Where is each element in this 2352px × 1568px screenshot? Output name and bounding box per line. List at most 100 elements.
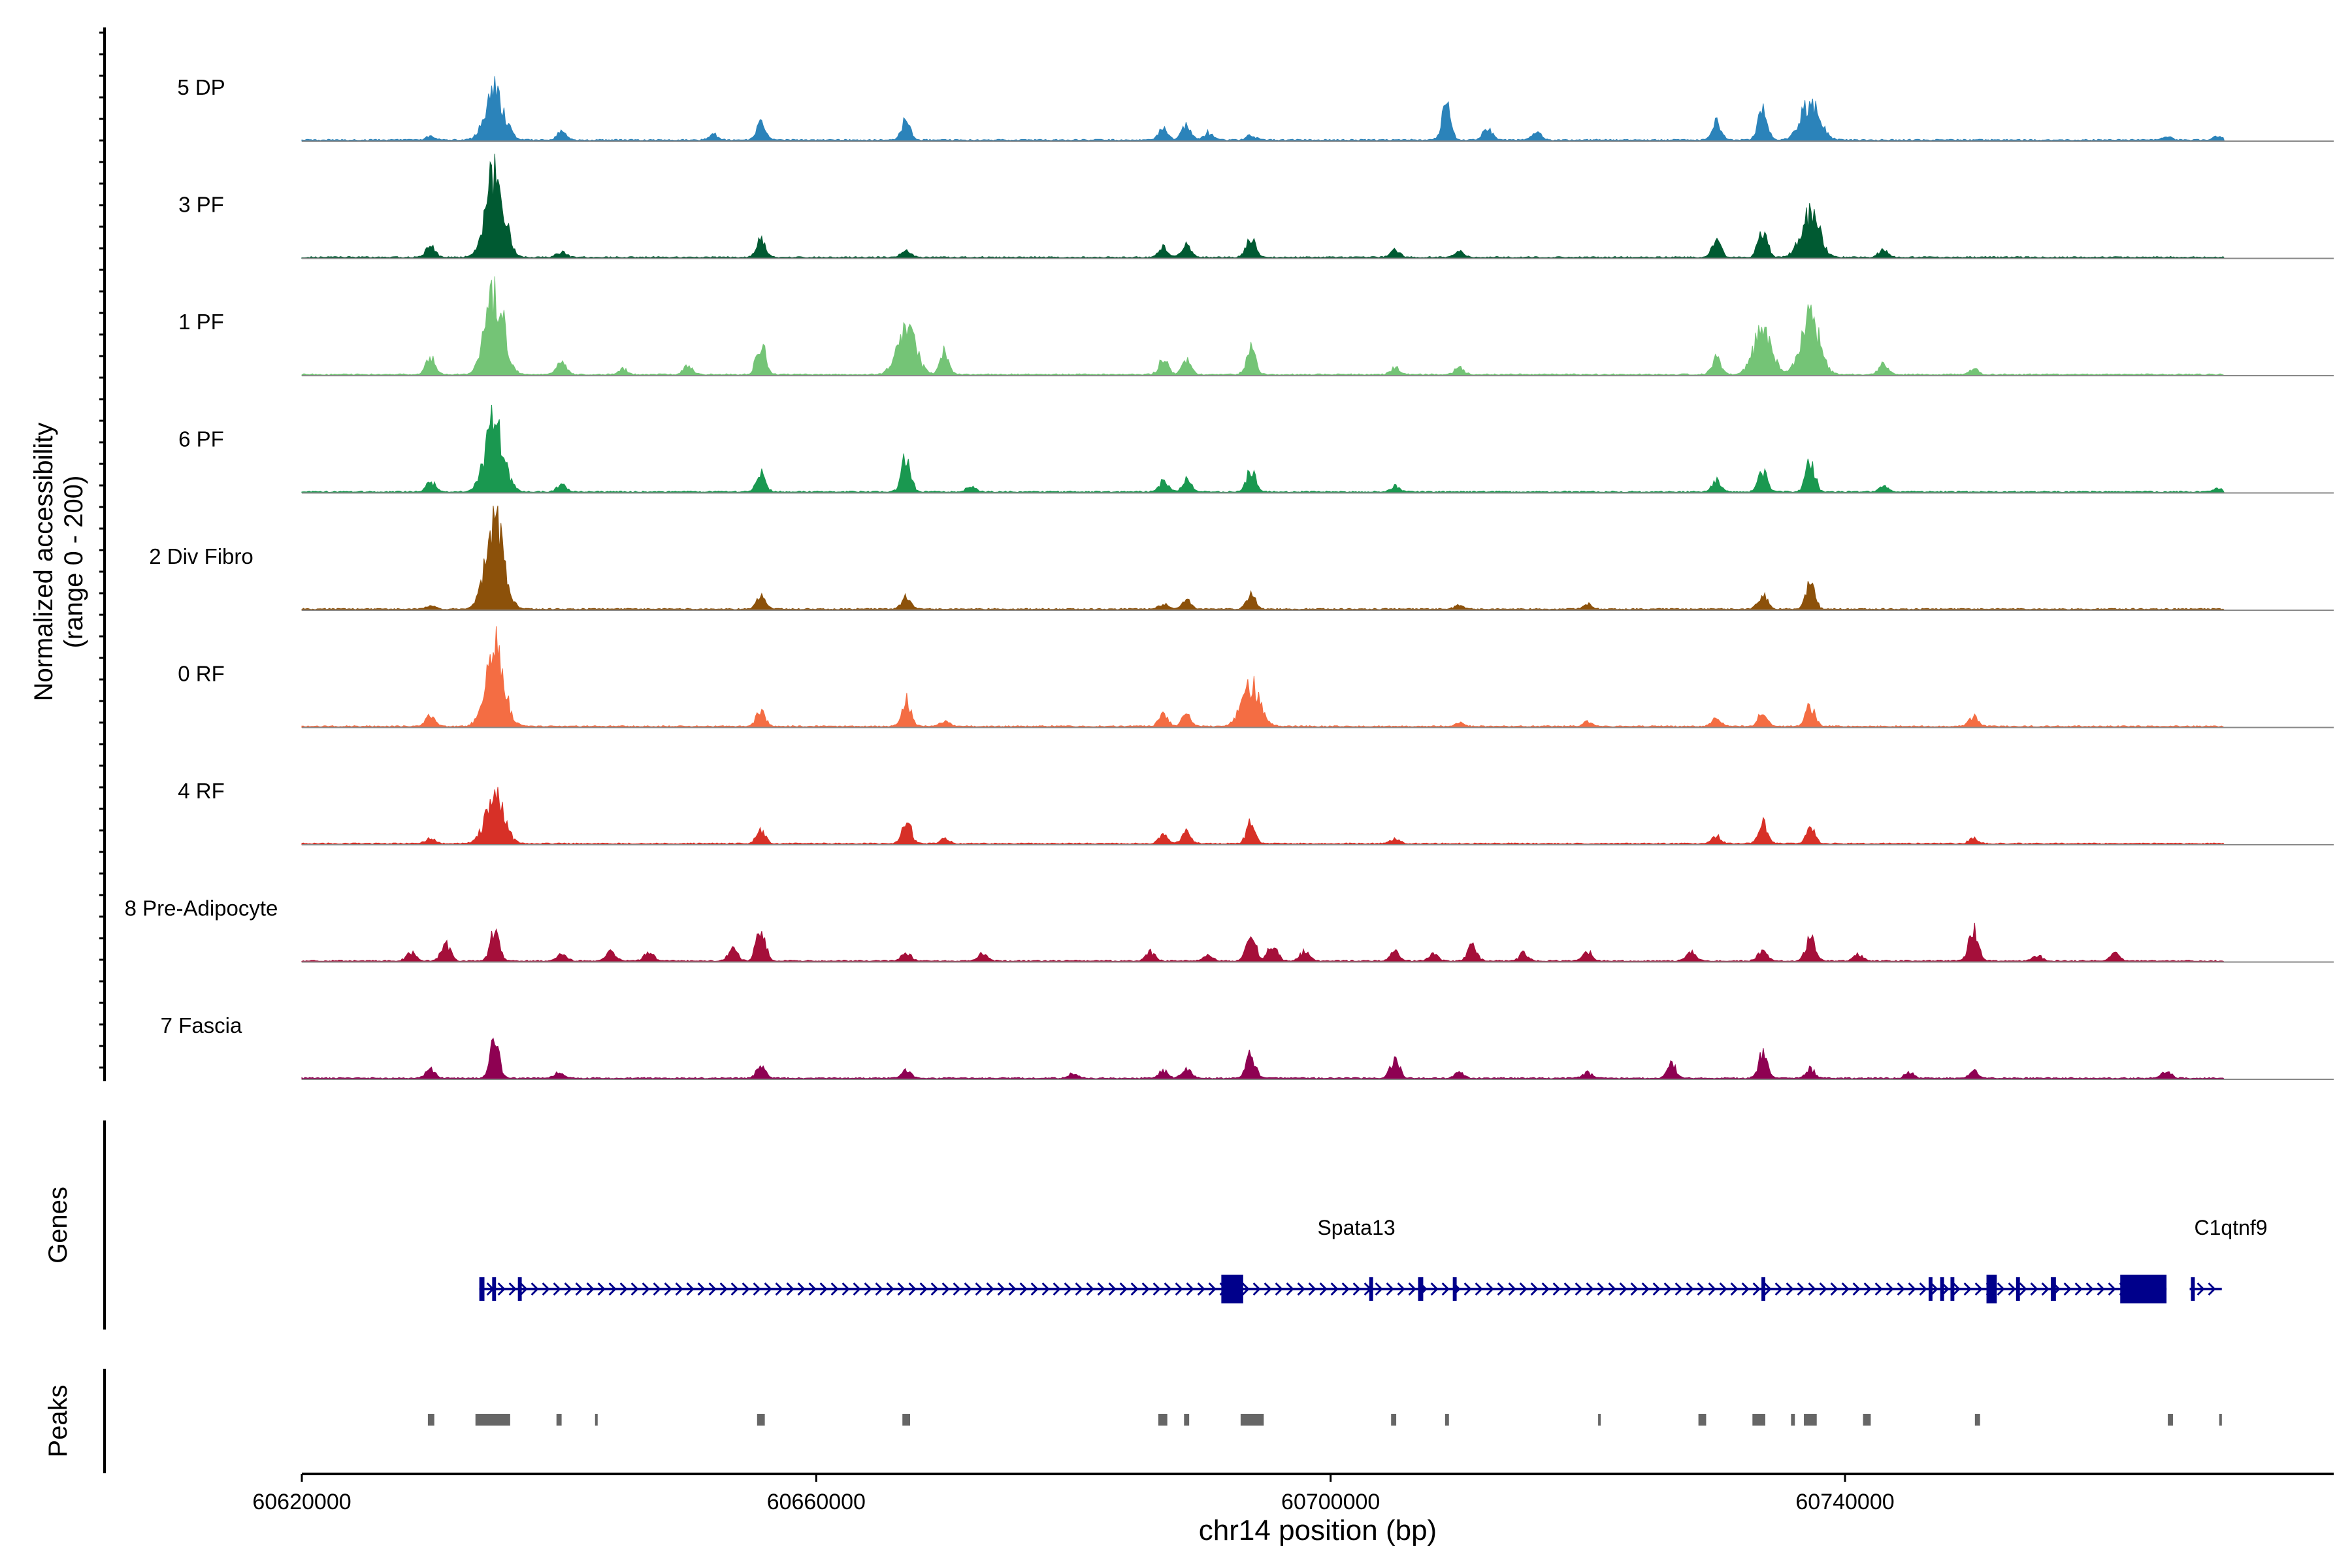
strand-arrow [1697, 1282, 1705, 1296]
strand-arrow [1808, 1282, 1816, 1296]
strand-arrow [1630, 1282, 1639, 1296]
strand-arrow [675, 1282, 683, 1296]
strand-arrow [1408, 1282, 1416, 1296]
track-label: 5 DP [177, 75, 225, 99]
coverage-area [301, 505, 2225, 611]
peak-region [1698, 1414, 1707, 1426]
peak-region [1804, 1414, 1817, 1426]
track-6-pf: 6 PF [178, 404, 2334, 494]
coverage-area [301, 626, 2226, 728]
strand-arrow [1286, 1282, 1294, 1296]
gene-model [2189, 1277, 2222, 1301]
gene-exon [1986, 1275, 1997, 1303]
strand-arrow [719, 1282, 728, 1296]
strand-arrow [542, 1282, 550, 1296]
strand-arrow [1830, 1282, 1838, 1296]
strand-arrow [1774, 1282, 1783, 1296]
coverage-area [301, 787, 2225, 845]
gene-exon [1452, 1277, 1457, 1301]
strand-arrow [1064, 1282, 1072, 1296]
strand-arrow [1874, 1282, 1883, 1296]
strand-arrow [531, 1282, 539, 1296]
strand-arrow [1075, 1282, 1083, 1296]
coverage-area [301, 1037, 2225, 1080]
track-label: 8 Pre-Adipocyte [125, 896, 278, 921]
track-8-pre-adipocyte: 8 Pre-Adipocyte [125, 896, 2334, 963]
strand-arrow [597, 1282, 606, 1296]
gene-exon [479, 1277, 485, 1301]
strand-arrow [875, 1282, 883, 1296]
strand-arrow [586, 1282, 595, 1296]
strand-arrow [1686, 1282, 1694, 1296]
strand-arrow [1886, 1282, 1894, 1296]
peak-region [556, 1414, 562, 1426]
track-0-rf: 0 RF [178, 626, 2334, 728]
strand-arrow [1308, 1282, 1316, 1296]
x-axis: chr14 position (bp) 60620000 60660000 6070… [252, 1473, 2334, 1546]
gene-exon [1761, 1277, 1765, 1301]
strand-arrow [1152, 1282, 1161, 1296]
strand-arrow [1141, 1282, 1150, 1296]
strand-arrow [1486, 1282, 1494, 1296]
strand-arrow [653, 1282, 661, 1296]
peak-region [427, 1414, 434, 1426]
gene-exon [2016, 1277, 2020, 1301]
strand-arrow [1330, 1282, 1339, 1296]
strand-arrow [1719, 1282, 1727, 1296]
strand-arrow [1852, 1282, 1861, 1296]
gene-exon [517, 1277, 522, 1301]
peaks-track-label: Peaks [44, 1384, 73, 1457]
peak-region [1752, 1414, 1765, 1426]
track-label: 4 RF [178, 779, 225, 803]
y-axis-label: Normalized accessibility (range 0 - 200) [29, 423, 88, 702]
peaks-track [427, 1414, 2222, 1426]
track-5-dp: 5 DP [177, 75, 2334, 142]
strand-arrow [1619, 1282, 1627, 1296]
peak-region [1791, 1414, 1795, 1426]
strand-arrow [919, 1282, 928, 1296]
strand-arrow [941, 1282, 950, 1296]
strand-arrow [1708, 1282, 1716, 1296]
gene-exon [2191, 1277, 2195, 1301]
strand-arrow [2041, 1282, 2050, 1296]
gene-annotation-track: Spata13 C1qtnf9 [479, 1216, 2268, 1303]
strand-arrow [1086, 1282, 1094, 1296]
strand-arrow [808, 1282, 817, 1296]
strand-arrow [1297, 1282, 1305, 1296]
strand-arrow [1963, 1282, 1972, 1296]
strand-arrow [1352, 1282, 1361, 1296]
coverage-area [301, 923, 2226, 962]
gene-exon [1369, 1277, 1373, 1301]
track-label: 2 Div Fibro [149, 544, 253, 568]
y-axis-title: Normalized accessibility [29, 423, 58, 702]
track-3-pf: 3 PF [178, 154, 2334, 259]
track-label: 3 PF [178, 193, 224, 217]
strand-arrow [1264, 1282, 1272, 1296]
strand-arrow [2197, 1282, 2205, 1296]
gene-exon [2120, 1275, 2167, 1303]
x-tick-label: 60740000 [1795, 1490, 1894, 1514]
strand-arrow [2097, 1282, 2105, 1296]
peak-region [1863, 1414, 1871, 1426]
strand-arrow [1164, 1282, 1172, 1296]
strand-arrow [819, 1282, 828, 1296]
strand-arrow [2085, 1282, 2094, 1296]
strand-arrow [1730, 1282, 1739, 1296]
strand-arrow [1030, 1282, 1039, 1296]
strand-arrow [1819, 1282, 1827, 1296]
strand-arrow [2019, 1282, 2027, 1296]
peak-region [1158, 1414, 1168, 1426]
gene-exon [1418, 1277, 1424, 1301]
strand-arrow [1097, 1282, 1105, 1296]
strand-arrow [1763, 1282, 1772, 1296]
strand-arrow [1341, 1282, 1350, 1296]
strand-arrow [1019, 1282, 1028, 1296]
strand-arrow [1197, 1282, 1205, 1296]
y-axis-range: (range 0 - 200) [59, 476, 88, 649]
coverage-tracks: 5 DP 3 PF 1 PF 6 PF 2 Div Fibro 0 RF 4 RF 8 Pre… [125, 75, 2334, 1080]
track-7-fascia: 7 Fascia [161, 1013, 2334, 1080]
gene-exon [1928, 1277, 1933, 1301]
strand-arrow [1397, 1282, 1405, 1296]
gene-label: C1qtnf9 [2194, 1216, 2267, 1239]
strand-arrow [753, 1282, 761, 1296]
